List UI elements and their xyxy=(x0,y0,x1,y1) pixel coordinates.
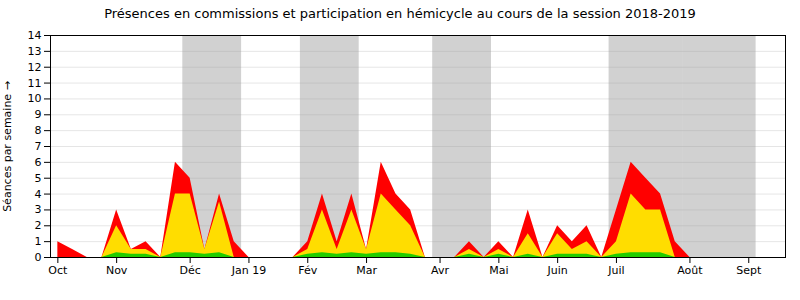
svg-text:0: 0 xyxy=(35,251,42,264)
svg-text:7: 7 xyxy=(35,140,42,153)
svg-text:14: 14 xyxy=(28,29,42,42)
svg-text:Fév: Fév xyxy=(298,264,317,277)
svg-text:Juil: Juil xyxy=(607,264,624,277)
svg-text:5: 5 xyxy=(35,172,42,185)
svg-text:Séances par semaine →: Séances par semaine → xyxy=(1,81,14,212)
svg-text:3: 3 xyxy=(35,203,42,216)
svg-text:6: 6 xyxy=(35,156,42,169)
svg-text:Déc: Déc xyxy=(180,264,201,277)
svg-text:13: 13 xyxy=(28,45,42,58)
svg-text:4: 4 xyxy=(35,188,42,201)
svg-text:Mar: Mar xyxy=(356,264,377,277)
svg-text:Mai: Mai xyxy=(489,264,508,277)
svg-text:12: 12 xyxy=(28,61,42,74)
svg-text:Nov: Nov xyxy=(106,264,128,277)
svg-text:Août: Août xyxy=(677,264,703,277)
svg-text:11: 11 xyxy=(28,77,42,90)
svg-text:Sept: Sept xyxy=(736,264,762,277)
svg-text:8: 8 xyxy=(35,124,42,137)
svg-text:Juin: Juin xyxy=(547,264,568,277)
svg-text:Avr: Avr xyxy=(431,264,449,277)
svg-text:Oct: Oct xyxy=(48,264,68,277)
svg-text:9: 9 xyxy=(35,108,42,121)
svg-text:1: 1 xyxy=(35,235,42,248)
svg-text:Jan 19: Jan 19 xyxy=(231,264,266,277)
svg-text:2: 2 xyxy=(35,219,42,232)
html-text:Présences en commissions et pa: Présences en commissions et participatio… xyxy=(104,6,696,21)
svg-text:10: 10 xyxy=(28,92,42,105)
